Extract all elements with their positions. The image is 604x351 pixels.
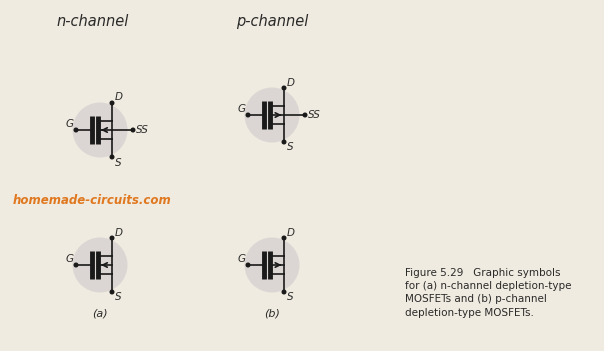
Circle shape — [110, 155, 114, 159]
Circle shape — [303, 113, 307, 117]
Ellipse shape — [72, 238, 127, 292]
Text: S: S — [286, 292, 293, 303]
Circle shape — [110, 101, 114, 105]
Text: G: G — [65, 119, 74, 129]
Circle shape — [282, 140, 286, 144]
Circle shape — [74, 263, 78, 267]
Text: S: S — [115, 158, 121, 167]
Text: S: S — [286, 143, 293, 152]
Text: D: D — [115, 227, 123, 238]
Text: S: S — [115, 292, 121, 303]
Text: D: D — [115, 93, 123, 102]
Circle shape — [246, 113, 250, 117]
Ellipse shape — [245, 238, 300, 292]
Text: homemade-circuits.com: homemade-circuits.com — [13, 193, 172, 206]
Text: G: G — [237, 104, 245, 114]
Ellipse shape — [72, 102, 127, 158]
Circle shape — [282, 86, 286, 90]
Circle shape — [110, 290, 114, 294]
Text: G: G — [65, 254, 74, 264]
Circle shape — [246, 263, 250, 267]
Circle shape — [282, 290, 286, 294]
Ellipse shape — [245, 87, 300, 143]
Text: n-channel: n-channel — [57, 14, 129, 29]
Circle shape — [131, 128, 135, 132]
Text: p-channel: p-channel — [236, 14, 308, 29]
Text: G: G — [237, 254, 245, 264]
Text: (a): (a) — [92, 308, 108, 318]
Text: (b): (b) — [264, 308, 280, 318]
Text: D: D — [286, 227, 295, 238]
Circle shape — [74, 128, 78, 132]
Text: D: D — [286, 78, 295, 87]
Circle shape — [282, 236, 286, 240]
Circle shape — [110, 236, 114, 240]
Text: SS: SS — [308, 110, 321, 120]
Text: Figure 5.29   Graphic symbols
for (a) n-channel depletion-type
MOSFETs and (b) p: Figure 5.29 Graphic symbols for (a) n-ch… — [405, 268, 571, 318]
Text: SS: SS — [136, 125, 149, 135]
